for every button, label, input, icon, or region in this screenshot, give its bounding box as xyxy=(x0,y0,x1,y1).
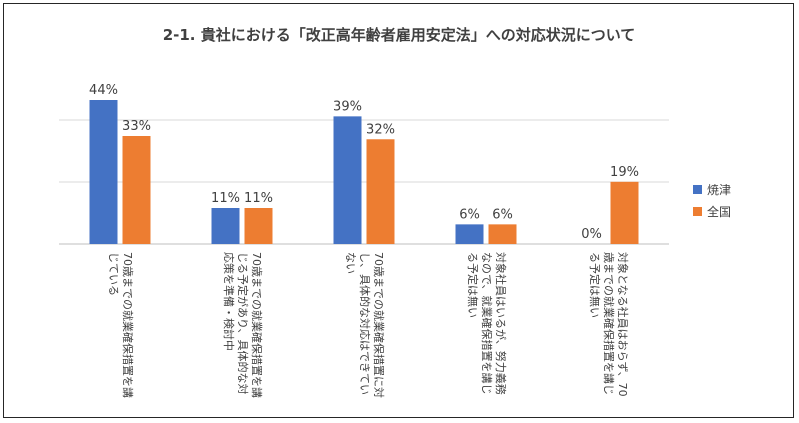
data-label: 6% xyxy=(492,207,513,222)
data-label: 44% xyxy=(89,83,118,98)
category-label: 対象となる社員はおらず、70 xyxy=(616,252,630,397)
data-label: 33% xyxy=(122,119,151,134)
bar-焼津-2 xyxy=(211,208,240,244)
bars xyxy=(89,100,639,244)
legend-swatch-焼津 xyxy=(693,185,702,194)
data-label: 6% xyxy=(459,207,480,222)
data-labels: 44% 33% 11% 11% 39% 32% 6% 6% 0% 19% xyxy=(89,83,639,242)
category-label: じている xyxy=(107,252,120,296)
bar-全国-5 xyxy=(610,181,639,244)
chart-title: 2-1. 貴社における「改正高年齢者雇用安定法」への対応状況について xyxy=(163,26,636,44)
gridlines xyxy=(59,119,669,245)
category-label: ない xyxy=(344,252,357,274)
bar-焼津-4 xyxy=(455,224,484,244)
category-label: る予定は無い xyxy=(588,252,602,318)
data-label: 0% xyxy=(581,227,602,242)
category-label: 70歳までの就業確保措置を講 xyxy=(250,252,264,398)
data-label: 32% xyxy=(366,122,395,137)
bar-chart: 2-1. 貴社における「改正高年齢者雇用安定法」への対応状況について 44% 33… xyxy=(59,26,731,398)
legend-label: 全国 xyxy=(707,204,731,219)
category-label: 歳までの就業確保措置を講じ xyxy=(602,252,616,395)
bar-全国-1 xyxy=(122,136,151,244)
category-label: 対象社員はいるが、努力義務 xyxy=(494,252,508,395)
bar-全国-4 xyxy=(488,224,517,244)
legend-label: 焼津 xyxy=(707,183,731,197)
category-label: 応策を準備・検討中 xyxy=(222,252,236,351)
bar-全国-2 xyxy=(244,208,273,244)
data-label: 11% xyxy=(244,191,273,206)
category-label: じる予定があり、具体的な対 xyxy=(236,252,250,395)
data-label: 11% xyxy=(211,191,240,206)
category-label: し、具体的な対応はできてい xyxy=(358,252,372,395)
category-label: なので、就業確保措置を講じ xyxy=(480,252,494,395)
bar-焼津-1 xyxy=(89,100,118,244)
data-label: 19% xyxy=(610,165,639,180)
legend-swatch-全国 xyxy=(693,207,702,216)
data-label: 39% xyxy=(333,99,362,114)
bar-焼津-3 xyxy=(333,116,362,244)
category-label: 70歳までの就業確保措置を講 xyxy=(121,252,135,398)
chart-frame: 2-1. 貴社における「改正高年齢者雇用安定法」への対応状況について 44% 33… xyxy=(3,3,794,418)
category-label: 70歳までの就業確保措置に対 xyxy=(372,252,386,398)
category-label: る予定は無い xyxy=(466,252,480,318)
bar-全国-3 xyxy=(366,139,395,244)
